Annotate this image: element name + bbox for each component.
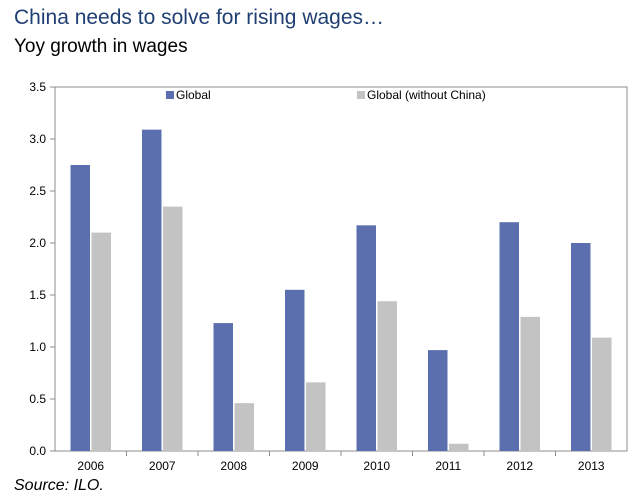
y-tick-label: 0.0	[29, 444, 46, 458]
bar-global-without-china-2008	[234, 403, 254, 451]
legend-label-0: Global	[176, 88, 211, 102]
x-tick-label: 2008	[220, 459, 247, 473]
y-tick-label: 0.5	[29, 392, 46, 406]
legend: Global Global (without China)	[166, 88, 486, 102]
bar-global-without-china-2010	[377, 301, 397, 451]
bar-global-2006	[70, 165, 90, 451]
x-tick-label: 2013	[578, 459, 605, 473]
plot-frame	[54, 86, 628, 452]
x-tick-label: 2010	[363, 459, 390, 473]
bar-global-2011	[428, 350, 448, 451]
y-tick-label: 1.5	[29, 288, 46, 302]
legend-swatch-0	[166, 91, 174, 99]
bars-group	[70, 129, 612, 451]
bar-global-2010	[356, 225, 376, 451]
chart-subtitle: Yoy growth in wages	[14, 36, 188, 57]
y-tick-label: 3.0	[29, 132, 46, 146]
bar-global-2007	[142, 129, 162, 451]
bar-global-without-china-2013	[592, 337, 612, 451]
bar-global-without-china-2011	[449, 443, 469, 451]
chart-title: China needs to solve for rising wages…	[14, 6, 385, 29]
legend-label-1: Global (without China)	[367, 88, 486, 102]
plot-border	[54, 86, 628, 452]
bar-global-without-china-2012	[520, 316, 540, 451]
x-tick-label: 2009	[292, 459, 319, 473]
x-tick-label: 2007	[149, 459, 176, 473]
source-note: Source: ILO.	[14, 477, 104, 494]
bar-global-2009	[285, 289, 305, 451]
bar-global-2008	[213, 323, 233, 451]
x-tick-label: 2011	[435, 459, 461, 473]
y-tick-label: 2.0	[29, 236, 46, 250]
bar-global-2013	[571, 243, 591, 451]
bar-global-without-china-2006	[91, 232, 111, 451]
x-axis: 2006 2007 2008 2009 2010 2011 2012 2013	[77, 451, 605, 473]
y-tick-label: 1.0	[29, 340, 46, 354]
bar-global-without-china-2009	[306, 382, 326, 451]
x-tick-label: 2006	[77, 459, 104, 473]
x-tick-label: 2012	[506, 459, 533, 473]
y-tick-label: 2.5	[29, 184, 46, 198]
y-tick-label: 3.5	[29, 80, 46, 94]
y-axis: 0.0 0.5 1.0 1.5 2.0 2.5 3.0 3.5	[29, 80, 55, 458]
legend-swatch-1	[357, 91, 365, 99]
bar-global-2012	[499, 222, 519, 451]
bar-global-without-china-2007	[163, 206, 183, 451]
